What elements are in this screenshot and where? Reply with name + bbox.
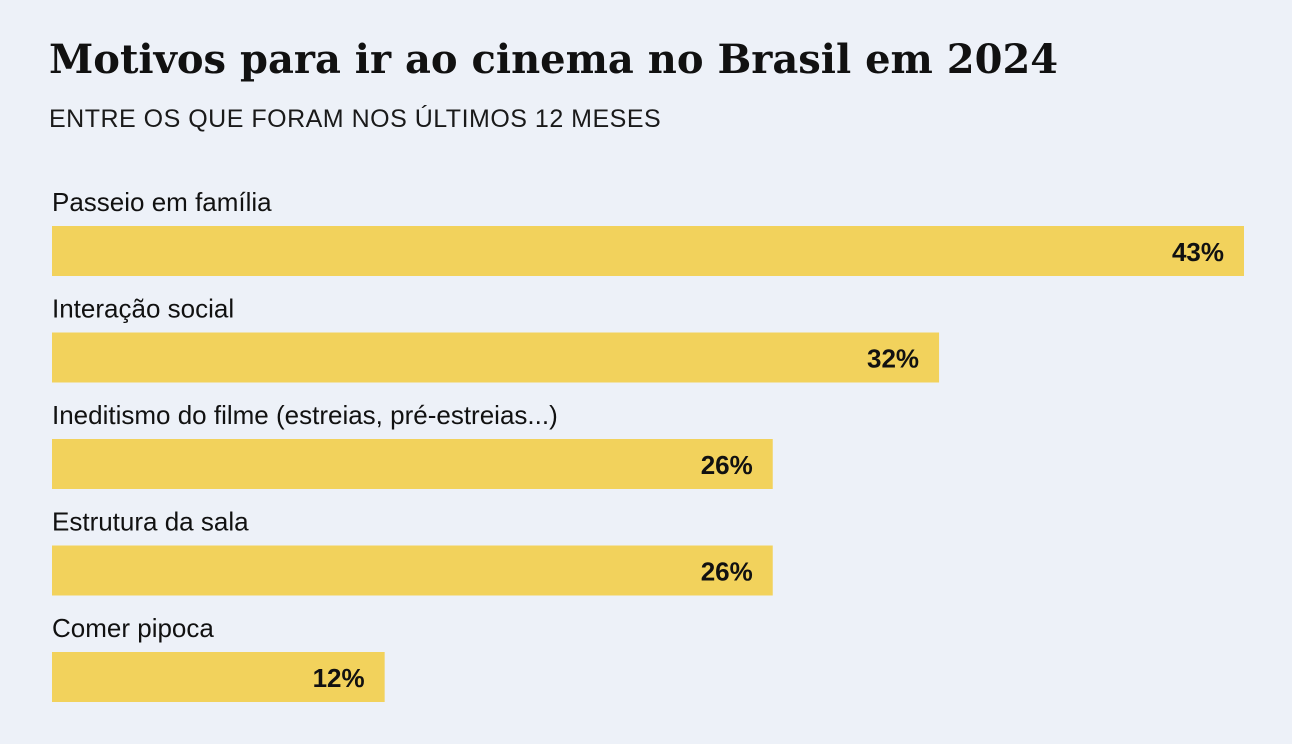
data-label: 26% — [701, 557, 753, 587]
data-label: 43% — [1172, 237, 1224, 267]
category-label: Passeio em família — [52, 187, 272, 217]
chart-subtitle: ENTRE OS QUE FORAM NOS ÚLTIMOS 12 MESES — [49, 105, 662, 133]
bar — [52, 439, 773, 489]
category-label: Ineditismo do filme (estreias, pré-estre… — [52, 400, 558, 430]
bar — [52, 545, 773, 596]
bars-layer: Passeio em família 43% Interação social 32%… — [52, 187, 1244, 702]
category-label: Estrutura da sala — [52, 507, 249, 537]
bar — [52, 332, 940, 383]
chart-title: Motivos para ir ao cinema no Brasil em 2… — [49, 36, 1059, 83]
data-label: 12% — [313, 663, 365, 693]
category-label: Interação social — [52, 294, 234, 324]
bar — [52, 226, 1244, 276]
data-label: 26% — [701, 450, 753, 480]
data-label: 32% — [867, 344, 919, 374]
category-label: Comer pipoca — [52, 613, 214, 643]
bar — [52, 652, 385, 702]
